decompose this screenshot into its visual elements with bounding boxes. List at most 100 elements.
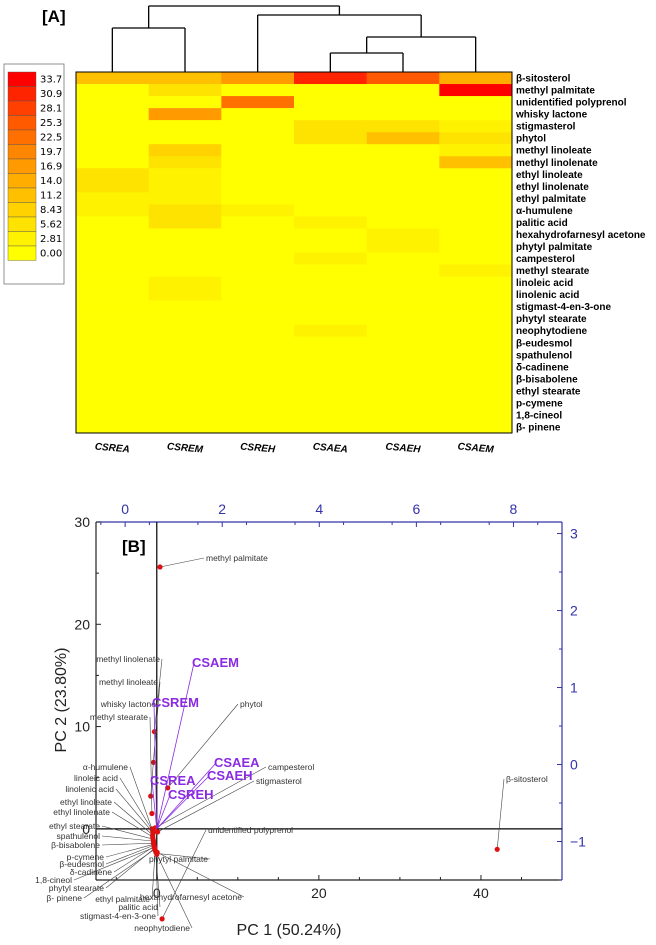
heatmap-cell-cadinene-csaem <box>439 360 513 374</box>
heatmap-cell-unidentified-polyprenol-csrem <box>148 96 222 109</box>
variable-point-sitosterol <box>494 846 500 852</box>
heatmap-cell-ethyl-stearate-csaem <box>439 384 513 398</box>
variable-label-neophytodiene: neophytodiene <box>134 923 190 933</box>
row-label-phytyl-stearate: phytyl stearate <box>516 314 587 325</box>
sample-label-csrem: CSREM <box>152 695 199 710</box>
heatmap-cell-ethyl-linoleate-csaem <box>439 168 513 181</box>
top-tick-label: 6 <box>412 501 420 517</box>
heatmap-cell-methyl-linoleate-csaeh <box>366 144 440 157</box>
heatmap-cell-phytyl-stearate-csaea <box>294 312 367 325</box>
heatmap-cell-sitosterol-csrem <box>148 72 222 85</box>
row-label-spathulenol: spathulenol <box>516 350 572 361</box>
heatmap-cell-campesterol-csaeh <box>366 252 440 265</box>
variable-label-p-cymene: p-cymene <box>67 852 105 862</box>
heatmap-cell-linolenic-acid-csrem <box>148 288 222 301</box>
heatmap-cell-campesterol-csreh <box>221 252 295 265</box>
heatmap-cell-p-cymene-csaeh <box>366 396 440 410</box>
variable-label-methyl-palmitate: methyl palmitate <box>206 553 268 563</box>
heatmap-cell-phytyl-palmitate-csrea <box>76 240 149 253</box>
panel-label-b: [B] <box>122 537 146 556</box>
heatmap-cell-1-8-cineol-csaea <box>294 408 367 422</box>
heatmap-cell-methyl-linolenate-csaem <box>439 156 513 169</box>
y-tick-label: 30 <box>74 514 90 530</box>
leader-line-stigmasterol <box>157 780 255 833</box>
column-dendrogram <box>111 5 477 72</box>
heatmap-cell-phytyl-stearate-csreh <box>221 312 295 325</box>
row-label-whisky-lactone: whisky lactone <box>515 110 588 121</box>
heatmap-cell-ethyl-palmitate-csreh <box>221 192 295 205</box>
heatmap-cell-humulene-csaeh <box>366 204 440 217</box>
heatmap-cell-whisky-lactone-csrea <box>76 108 149 121</box>
heatmap-cell-pinene-csaem <box>439 420 513 434</box>
variable-label-phytyl-palmitate: phytyl palmitate <box>149 854 208 864</box>
variable-label-phytol: phytol <box>240 699 263 709</box>
row-label-bisabolene: β-bisabolene <box>516 374 578 385</box>
heatmap-cell-pinene-csrem <box>148 420 222 434</box>
heatmap-cell-humulene-csaem <box>439 204 513 217</box>
leader-line-eudesmol <box>105 844 155 865</box>
leader-line-linolenic-acid <box>115 788 154 834</box>
heatmap-cell-linoleic-acid-csrea <box>76 276 149 289</box>
heatmap-cell-ethyl-linoleate-csrem <box>148 168 222 181</box>
heatmap-cell-sitosterol-csaeh <box>366 72 440 85</box>
heatmap-cell-phytol-csrem <box>148 132 222 145</box>
heatmap-cell-linoleic-acid-csreh <box>221 276 295 289</box>
heatmap-cell-p-cymene-csaea <box>294 396 367 410</box>
x-tick-label: 0 <box>153 885 161 901</box>
heatmap-cell-ethyl-linolenate-csrem <box>148 180 222 193</box>
x-tick-label: 20 <box>311 885 327 901</box>
leader-line-methyl-linolenate <box>154 658 163 732</box>
variable-label-whisky-lactone: whisky lactone <box>100 699 157 709</box>
heatmap-cell-cadinene-csrea <box>76 360 149 374</box>
leader-line-campesterol <box>155 766 267 829</box>
variable-label-ethyl-linolenate: ethyl linolenate <box>53 807 110 817</box>
heatmap-cell-ethyl-palmitate-csaea <box>294 192 367 205</box>
heatmap-cell-humulene-csrem <box>148 204 222 217</box>
heatmap-cell-campesterol-csrem <box>148 252 222 265</box>
heatmap-cell-ethyl-stearate-csrea <box>76 384 149 398</box>
leader-line-ethyl-palmitate <box>151 850 156 900</box>
heatmap-cell-neophytodiene-csaea <box>294 324 367 338</box>
heatmap-cell-phytyl-palmitate-csreh <box>221 240 295 253</box>
heatmap-cell-palitic-acid-csrea <box>76 216 149 229</box>
heatmap-cell-linoleic-acid-csrem <box>148 276 222 289</box>
heatmap-cell-ethyl-stearate-csreh <box>221 384 295 398</box>
color-scale-label-16-9: 16.9 <box>40 162 62 173</box>
row-label-linolenic-acid: linolenic acid <box>516 290 579 301</box>
color-scale-border <box>3 63 65 285</box>
variable-point-whisky-lactone <box>148 793 154 799</box>
row-label-pinene: β- pinene <box>516 423 561 434</box>
heatmap-cell-methyl-linoleate-csaem <box>439 144 513 157</box>
leader-line-unidentified-polyprenol <box>161 829 207 920</box>
row-label-stigmasterol: stigmasterol <box>516 122 576 133</box>
heatmap-cell-neophytodiene-csreh <box>221 324 295 338</box>
heatmap-cell-phytyl-palmitate-csaeh <box>366 240 440 253</box>
heatmap-cell-palitic-acid-csreh <box>221 216 295 229</box>
variable-label-stigmast-4-en-3-one: stigmast-4-en-3-one <box>80 911 156 921</box>
heatmap-cell-spathulenol-csaeh <box>366 348 440 362</box>
heatmap-cell-bisabolene-csreh <box>221 372 295 386</box>
heatmap-cell-pinene-csaea <box>294 420 367 434</box>
heatmap-cell-stigmast-4-en-3-one-csaea <box>294 300 367 313</box>
variable-point-methyl-stearate <box>149 810 155 817</box>
heatmap-cell-phytyl-palmitate-csaem <box>439 240 513 253</box>
heatmap-cell-ethyl-stearate-csaeh <box>366 384 440 398</box>
variable-point-unidentified-polyprenol <box>159 916 165 922</box>
heatmap-cell-whisky-lactone-csrem <box>148 108 222 121</box>
color-scale-label-22-5: 22.5 <box>40 133 62 144</box>
row-label-neophytodiene: neophytodiene <box>516 326 588 337</box>
heatmap-cell-spathulenol-csrea <box>76 348 149 362</box>
heatmap-cell-sitosterol-csaem <box>439 72 513 85</box>
sample-vector-csrem <box>153 702 158 829</box>
heatmap-cell-sitosterol-csrea <box>76 72 149 85</box>
heatmap-cell-methyl-stearate-csaea <box>294 264 367 277</box>
row-label-ethyl-palmitate: ethyl palmitate <box>516 194 586 205</box>
heatmap-cell-phytol-csaem <box>439 132 513 145</box>
color-scale-label-30-9: 30.9 <box>40 89 62 100</box>
heatmap-cell-campesterol-csrea <box>76 252 149 265</box>
heatmap-cell-methyl-linolenate-csrem <box>148 156 222 169</box>
heatmap-cell-stigmasterol-csrea <box>76 120 149 133</box>
sample-label-csrea: CSREA <box>150 773 196 788</box>
color-scale-swatch <box>7 216 37 232</box>
